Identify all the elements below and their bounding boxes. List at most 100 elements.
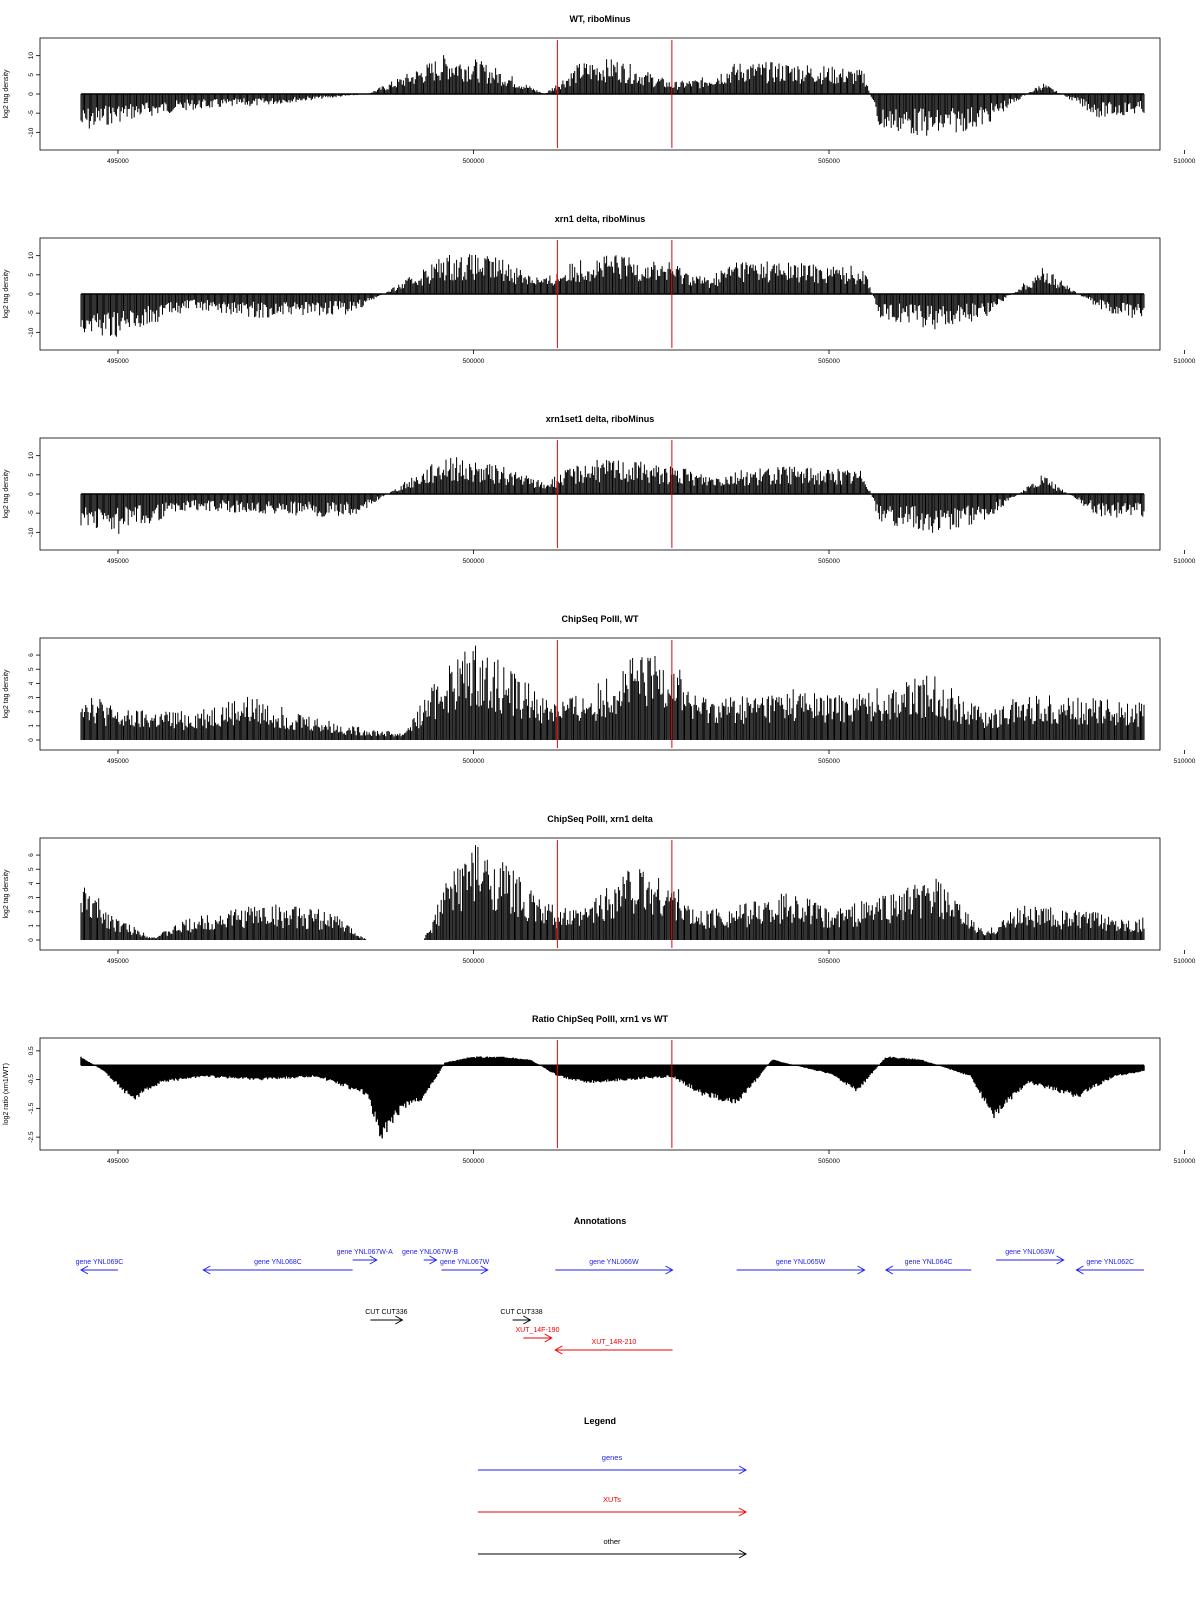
x-tick-label: 495000: [107, 758, 129, 765]
annotation-feature: gene YNL067W: [440, 1259, 490, 1275]
panel-title: Ratio ChipSeq PolII, xrn1 vs WT: [532, 1014, 669, 1024]
legend-item: XUTs: [478, 1495, 748, 1517]
arrow-right-icon: [738, 1507, 748, 1517]
panel-title: xrn1set1 delta, riboMinus: [546, 414, 655, 424]
y-tick-label: 5: [28, 473, 35, 477]
panel-5: ChipSeq PolII, xrn1 delta 0 1 2 3 4 5 6 log2 tag…: [3, 814, 1196, 965]
arrow-right-icon: [480, 1265, 489, 1275]
x-axis: 495000 500000 505000 510000: [107, 950, 1196, 965]
x-axis: 495000 500000 505000 510000: [107, 1150, 1196, 1165]
data-series: [80, 845, 1145, 940]
signal-bars: [80, 254, 1145, 337]
feature-label: XUT_14F-190: [516, 1327, 560, 1334]
y-axis: -10 -5 0 5 10: [28, 252, 40, 337]
y-axis-label: log2 tag density: [3, 869, 10, 919]
x-tick-label: 500000: [463, 1158, 485, 1165]
y-tick-label: -5: [28, 510, 35, 516]
y-axis: -10 -5 0 5 10: [28, 452, 40, 537]
y-axis: -10 -5 0 5 10: [28, 52, 40, 137]
y-tick-label: -0.5: [28, 1074, 35, 1086]
legend-item-label: other: [603, 1537, 621, 1546]
x-tick-label: 510000: [1174, 358, 1196, 365]
annotation-feature: CUT CUT338: [500, 1309, 543, 1325]
y-tick-label: 0.5: [28, 1046, 35, 1055]
x-tick-label: 505000: [818, 358, 840, 365]
feature-label: gene YNL069C: [76, 1259, 124, 1266]
x-tick-label: 510000: [1174, 158, 1196, 165]
y-tick-label: 6: [28, 853, 35, 857]
annotations-title: Annotations: [574, 1216, 627, 1226]
feature-label: gene YNL065W: [776, 1259, 826, 1266]
plot-frame: [39, 637, 1161, 751]
annotation-feature: gene YNL063W: [996, 1249, 1065, 1265]
panel-title: ChipSeq PolII, WT: [562, 614, 639, 624]
x-tick-label: 495000: [107, 358, 129, 365]
y-tick-label: 5: [28, 273, 35, 277]
y-tick-label: 10: [28, 452, 35, 460]
annotation-feature: XUT_14R-210: [554, 1339, 673, 1355]
annotation-feature: gene YNL069C: [76, 1259, 124, 1275]
feature-label: gene YNL067W-B: [402, 1249, 458, 1256]
y-axis: 0 1 2 3 4 5 6: [28, 653, 40, 742]
y-tick-label: -2.5: [28, 1131, 35, 1143]
feature-label: gene YNL063W: [1005, 1249, 1055, 1256]
y-tick-label: -5: [28, 110, 35, 116]
panel-6: Ratio ChipSeq PolII, xrn1 vs WT-2.5-1.5-…: [3, 1014, 1196, 1165]
feature-label: gene YNL068C: [254, 1259, 302, 1266]
arrow-left-icon: [554, 1345, 563, 1355]
annotation-feature: gene YNL067W-A: [337, 1249, 393, 1265]
y-tick-label: -10: [28, 327, 35, 337]
y-tick-label: 0: [28, 492, 35, 496]
y-tick-label: 5: [28, 867, 35, 871]
annotations-track: Annotations gene YNL069C gene YNL068C gene …: [76, 1216, 1144, 1355]
x-tick-label: 510000: [1174, 958, 1196, 965]
x-tick-label: 495000: [107, 958, 129, 965]
x-tick-label: 510000: [1174, 758, 1196, 765]
y-axis-label: log2 tag density: [3, 669, 10, 719]
y-tick-label: 1: [28, 924, 35, 928]
x-tick-label: 510000: [1174, 1158, 1196, 1165]
y-tick-label: 0: [28, 292, 35, 296]
x-axis: 495000 500000 505000 510000: [107, 150, 1196, 165]
y-tick-label: -10: [28, 527, 35, 537]
y-tick-label: 3: [28, 695, 35, 699]
y-tick-label: 1: [28, 724, 35, 728]
y-axis-label: log2 tag density: [3, 469, 10, 519]
x-tick-label: 505000: [818, 758, 840, 765]
y-tick-label: 10: [28, 252, 35, 260]
x-tick-label: 510000: [1174, 558, 1196, 565]
panel-title: WT, riboMinus: [570, 14, 631, 24]
arrow-left-icon: [884, 1265, 894, 1275]
signal-bars: [80, 457, 1145, 534]
annotation-feature: XUT_14F-190: [516, 1327, 560, 1343]
feature-label: gene YNL062C: [1086, 1259, 1134, 1266]
x-axis: 495000 500000 505000 510000: [107, 550, 1196, 565]
legend: Legend genes XUTs other: [478, 1416, 748, 1559]
arrow-right-icon: [544, 1333, 553, 1343]
x-tick-label: 505000: [818, 958, 840, 965]
y-tick-label: 6: [28, 653, 35, 657]
arrow-right-icon: [738, 1465, 748, 1475]
panel-title: xrn1 delta, riboMinus: [555, 214, 646, 224]
x-tick-label: 500000: [463, 958, 485, 965]
arrow-right-icon: [738, 1549, 748, 1559]
plot-frame: [39, 1037, 1161, 1151]
signal-bars: [80, 845, 1145, 940]
x-tick-label: 500000: [463, 158, 485, 165]
y-tick-label: 3: [28, 895, 35, 899]
arrow-right-icon: [429, 1255, 438, 1265]
annotation-feature: gene YNL062C: [1075, 1259, 1144, 1275]
signal-bars: [80, 1056, 1145, 1139]
annotation-feature: gene YNL068C: [202, 1259, 353, 1275]
x-tick-label: 500000: [463, 358, 485, 365]
x-tick-label: 495000: [107, 158, 129, 165]
y-axis: -2.5 -1.5 -0.5 0.5: [28, 1046, 40, 1143]
arrow-right-icon: [395, 1315, 404, 1325]
arrow-left-icon: [202, 1265, 211, 1275]
y-tick-label: 0: [28, 738, 35, 742]
panel-3: xrn1set1 delta, riboMinus -10 -5 0 5 10 log2 t…: [3, 414, 1196, 565]
feature-label: XUT_14R-210: [592, 1339, 637, 1346]
feature-label: gene YNL064C: [905, 1259, 953, 1266]
feature-label: CUT CUT336: [365, 1309, 407, 1316]
